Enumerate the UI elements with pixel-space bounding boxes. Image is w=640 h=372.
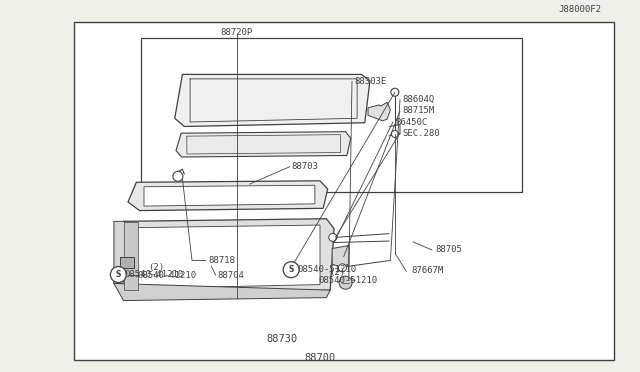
Polygon shape [120, 257, 134, 268]
Polygon shape [332, 246, 349, 267]
Text: (2): (2) [329, 268, 345, 277]
Text: 88715M: 88715M [402, 106, 434, 115]
Text: 08540-51210: 08540-51210 [297, 265, 356, 274]
Text: 88730: 88730 [266, 334, 297, 343]
Circle shape [173, 171, 183, 181]
Polygon shape [114, 221, 133, 283]
Text: 86450C: 86450C [395, 118, 427, 126]
Polygon shape [124, 222, 138, 290]
Polygon shape [175, 74, 370, 126]
Polygon shape [133, 225, 320, 289]
Text: SEC.280: SEC.280 [402, 129, 440, 138]
Circle shape [391, 88, 399, 96]
Circle shape [283, 262, 300, 278]
Text: 87667M: 87667M [411, 266, 443, 275]
Text: J88000F2: J88000F2 [559, 5, 602, 14]
Bar [141, 38, 522, 192]
Text: 08540-41210: 08540-41210 [138, 271, 196, 280]
Text: 88700: 88700 [305, 353, 335, 363]
Circle shape [339, 276, 352, 289]
Text: (2): (2) [148, 263, 164, 272]
Text: 88604Q: 88604Q [402, 95, 434, 104]
Text: 88704: 88704 [218, 271, 244, 280]
Text: 08540-41210: 08540-41210 [124, 270, 183, 279]
Circle shape [110, 266, 127, 283]
Text: 88703: 88703 [291, 162, 318, 171]
Polygon shape [114, 283, 330, 301]
Text: 08540-51210: 08540-51210 [319, 276, 378, 285]
Bar [74, 22, 614, 360]
Polygon shape [128, 181, 328, 211]
Text: S: S [289, 265, 294, 274]
Text: S: S [116, 270, 121, 279]
Polygon shape [176, 132, 351, 157]
Polygon shape [144, 185, 315, 206]
Polygon shape [114, 219, 334, 295]
Text: 88718: 88718 [208, 256, 235, 265]
Text: 88720P: 88720P [221, 28, 253, 37]
Circle shape [392, 131, 398, 137]
Circle shape [329, 233, 337, 241]
Circle shape [339, 264, 346, 272]
Text: 88303E: 88303E [354, 77, 386, 86]
Polygon shape [368, 102, 390, 121]
Text: 88705: 88705 [435, 246, 462, 254]
